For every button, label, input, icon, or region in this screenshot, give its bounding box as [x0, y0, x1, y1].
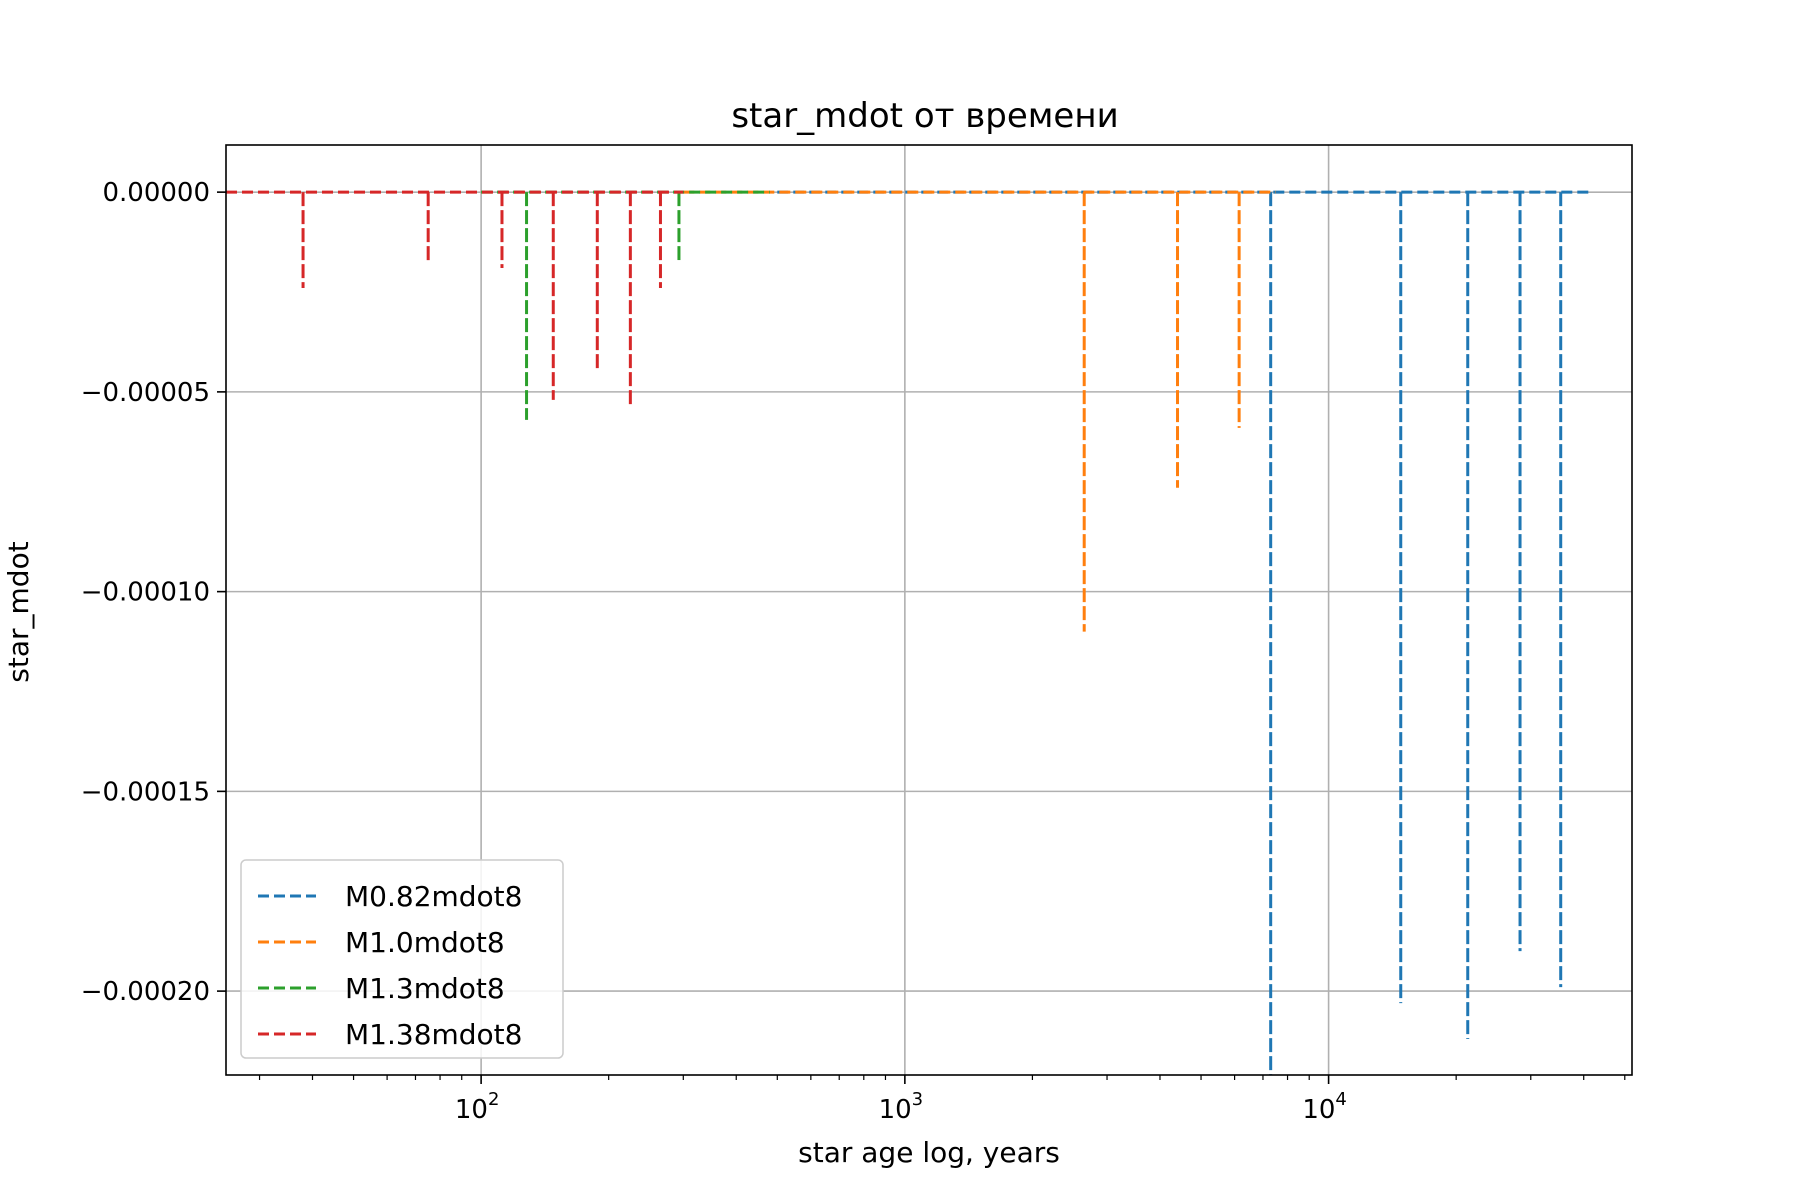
- legend: M0.82mdot8 M1.0mdot8 M1.3mdot8 M1.38mdot8: [240, 859, 564, 1059]
- legend-label: M1.0mdot8: [345, 926, 505, 959]
- series-M1.38mdot8: [226, 190, 684, 408]
- series-M1.0mdot8: [683, 190, 1276, 632]
- series-M1.3mdot8: [481, 190, 770, 420]
- plot-frame: [225, 144, 1633, 1076]
- legend-label: M1.38mdot8: [345, 1018, 522, 1051]
- chart-title: star_mdot от времени: [731, 96, 1118, 136]
- x-tick-label: 104: [1302, 1089, 1347, 1125]
- legend-label: M0.82mdot8: [345, 880, 522, 913]
- ticks: 102 103 104 0.00000 −0.00005 −0.00010 −0.00015…: [81, 178, 1626, 1125]
- y-tick-label: −0.00010: [81, 578, 210, 608]
- x-tick-label: 103: [879, 1089, 924, 1125]
- x-tick-label: 102: [455, 1089, 500, 1125]
- y-axis-label: star_mdot: [2, 541, 35, 682]
- legend-label: M1.3mdot8: [345, 972, 505, 1005]
- series-group: [226, 190, 1593, 1075]
- y-tick-label: 0.00000: [102, 178, 210, 208]
- x-axis-label: star age log, years: [798, 1136, 1060, 1169]
- y-tick-label: −0.00015: [81, 777, 210, 807]
- y-tick-label: −0.00005: [81, 378, 210, 408]
- legend-box: [240, 859, 564, 1059]
- y-tick-label: −0.00020: [81, 977, 210, 1007]
